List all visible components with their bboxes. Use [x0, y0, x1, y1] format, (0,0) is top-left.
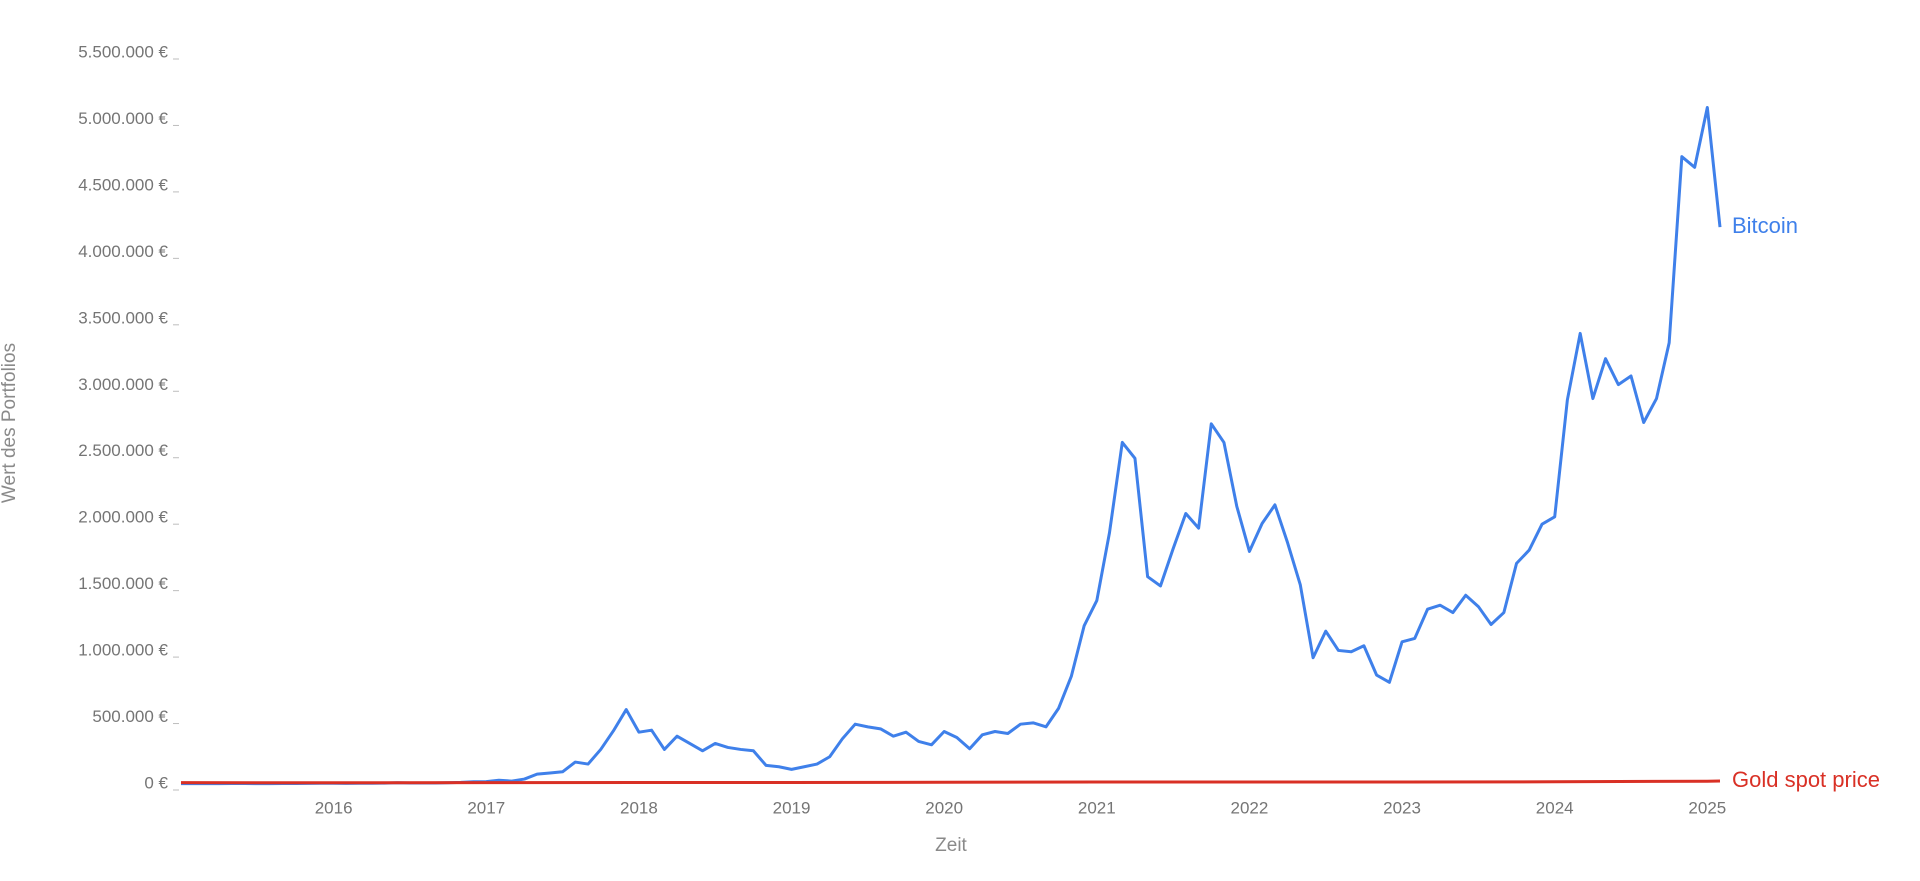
- y-tick-label: 500.000 €: [92, 707, 168, 726]
- x-tick-label: 2018: [620, 798, 658, 817]
- y-tick-label: 4.500.000 €: [78, 175, 168, 194]
- x-tick-label: 2025: [1688, 798, 1726, 817]
- y-tick-label: 1.500.000 €: [78, 574, 168, 593]
- series-label: Gold spot price: [1732, 767, 1880, 792]
- x-tick-label: 2019: [773, 798, 811, 817]
- y-tick-label: 0 €: [144, 773, 168, 792]
- y-tick-label: 3.500.000 €: [78, 308, 168, 327]
- series-line: [181, 105, 1722, 786]
- y-tick-label: 2.000.000 €: [78, 508, 168, 527]
- series-line: [180, 779, 1721, 785]
- x-tick-label: 2024: [1536, 798, 1574, 817]
- series-label: Bitcoin: [1732, 213, 1798, 238]
- y-tick-label: 5.500.000 €: [78, 42, 168, 61]
- y-tick-label: 1.000.000 €: [78, 641, 168, 660]
- y-tick-label: 5.000.000 €: [78, 109, 168, 128]
- x-tick-label: 2016: [315, 798, 353, 817]
- x-tick-label: 2022: [1231, 798, 1269, 817]
- x-tick-label: 2021: [1078, 798, 1116, 817]
- y-tick-label: 3.000.000 €: [78, 375, 168, 394]
- x-tick-label: 2020: [925, 798, 963, 817]
- y-tick-label: 4.000.000 €: [78, 242, 168, 261]
- x-tick-label: 2023: [1383, 798, 1421, 817]
- y-axis-title: Wert des Portfolios: [0, 343, 20, 503]
- x-tick-label: 2017: [467, 798, 505, 817]
- y-tick-label: 2.500.000 €: [78, 441, 168, 460]
- x-axis-title: Zeit: [935, 835, 967, 856]
